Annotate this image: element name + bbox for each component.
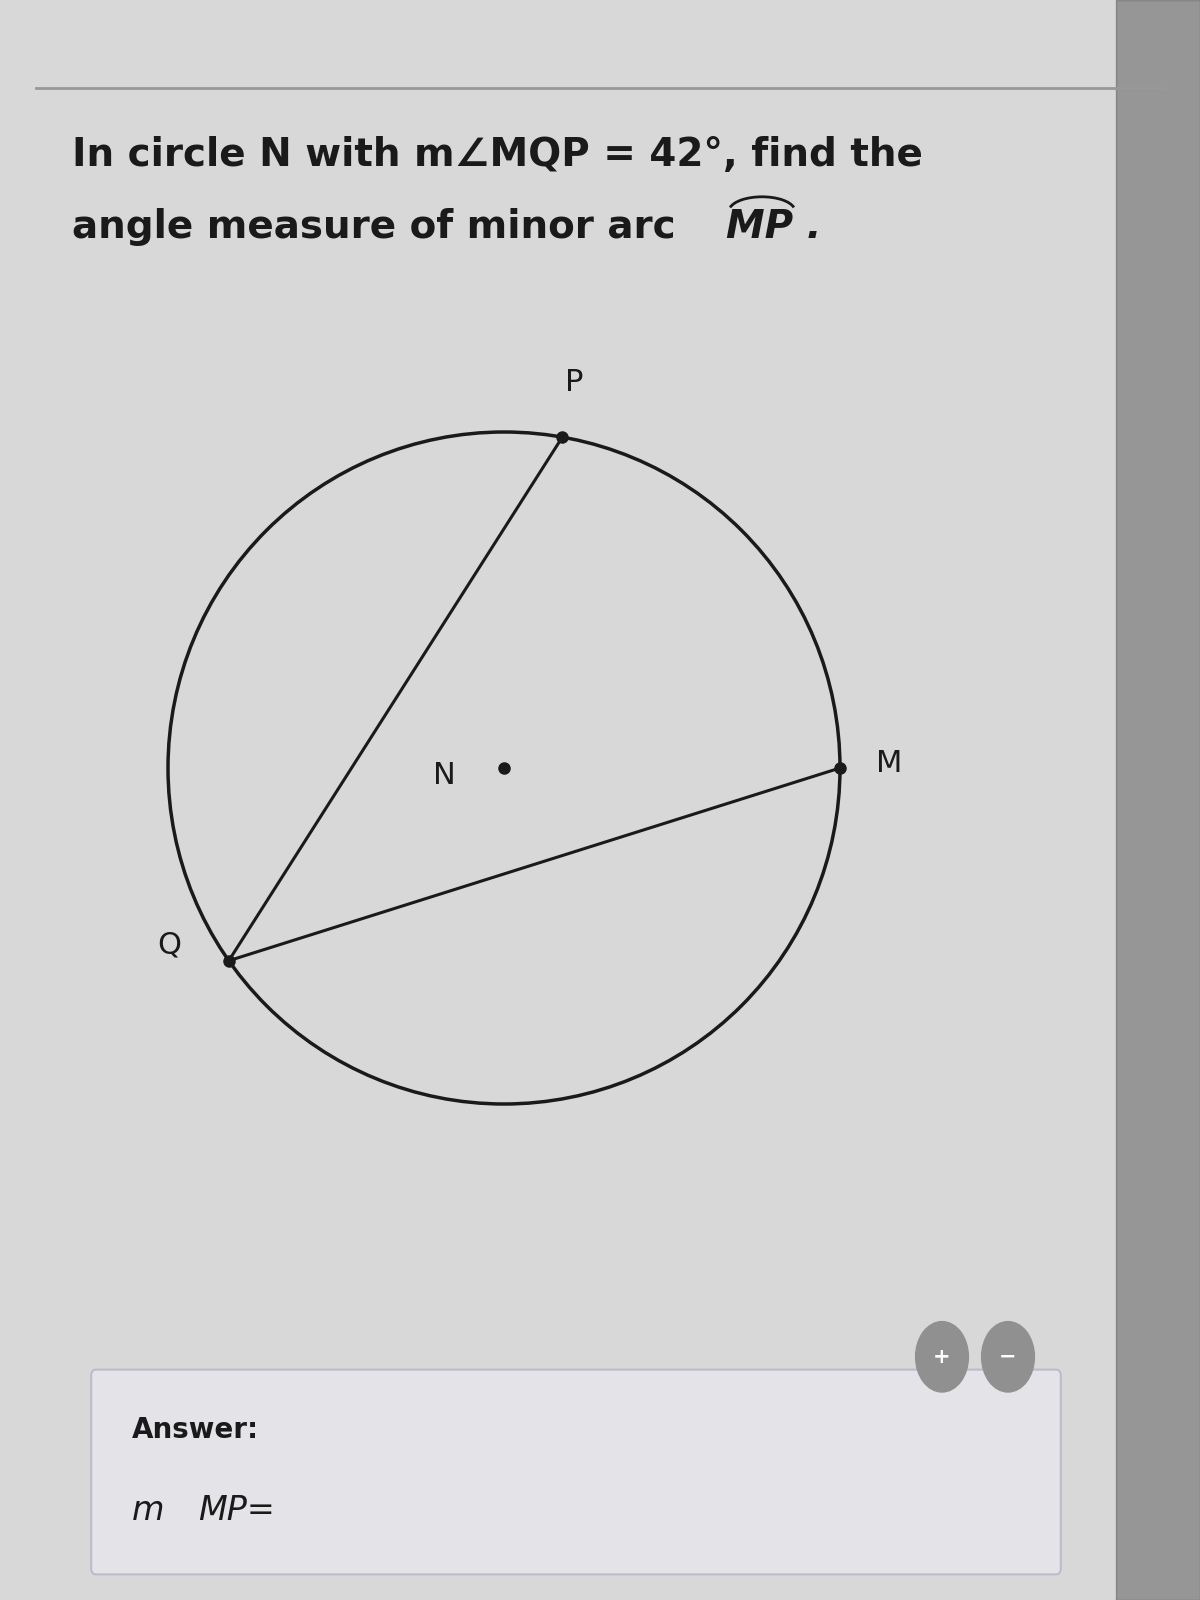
Text: MP=: MP= bbox=[198, 1494, 275, 1526]
Text: +: + bbox=[934, 1347, 950, 1366]
Circle shape bbox=[916, 1322, 968, 1392]
Text: m: m bbox=[132, 1494, 164, 1526]
Text: M: M bbox=[876, 749, 902, 778]
Text: In circle N with m∠MQP = 42°, find the: In circle N with m∠MQP = 42°, find the bbox=[72, 136, 923, 174]
Text: Q: Q bbox=[157, 930, 181, 960]
Text: Answer:: Answer: bbox=[132, 1416, 259, 1443]
Text: MP .: MP . bbox=[726, 208, 821, 246]
FancyBboxPatch shape bbox=[91, 1370, 1061, 1574]
Text: P: P bbox=[565, 368, 583, 397]
Circle shape bbox=[982, 1322, 1034, 1392]
Text: N: N bbox=[433, 762, 456, 790]
Text: angle measure of minor arc: angle measure of minor arc bbox=[72, 208, 689, 246]
Text: −: − bbox=[1000, 1347, 1016, 1366]
